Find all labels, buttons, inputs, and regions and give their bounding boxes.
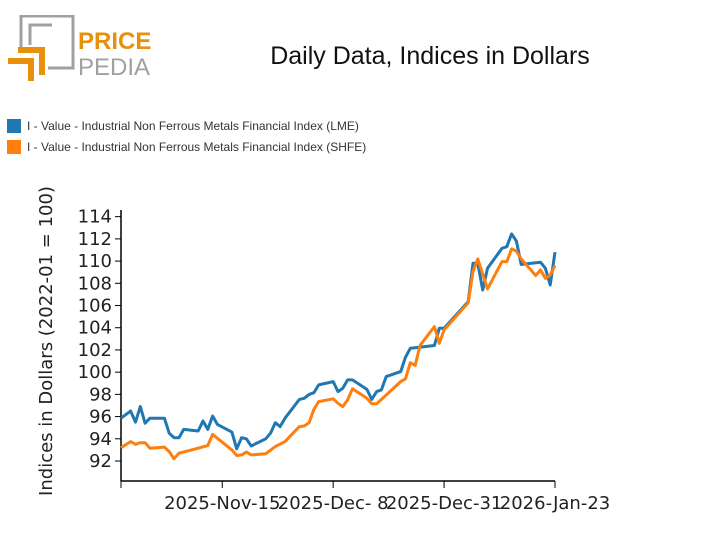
legend-label-shfe: I - Value - Industrial Non Ferrous Metal… [27, 140, 367, 154]
legend-swatch-shfe [7, 140, 21, 154]
y-tick-label: 108 [78, 273, 112, 294]
y-tick-label: 106 [78, 296, 112, 317]
legend-swatch-lme [7, 119, 21, 133]
x-tick-label: 2025-Dec- 8 [278, 493, 389, 514]
x-tick-label: 2026-Jan-23 [500, 493, 610, 514]
y-tick-label: 94 [89, 429, 112, 450]
y-axis-label: Indices in Dollars (2022-01 = 100) [36, 186, 57, 496]
x-tick-label: 2025-Dec-31 [386, 493, 503, 514]
series-line-shfe [120, 247, 557, 461]
y-tick-label: 100 [78, 362, 112, 383]
legend-item-shfe[interactable]: I - Value - Industrial Non Ferrous Metal… [7, 140, 366, 154]
chart-title: Daily Data, Indices in Dollars [270, 42, 590, 70]
y-tick-label: 110 [78, 251, 112, 272]
x-tick-label: 2025-Nov-15 [164, 493, 280, 514]
legend-item-lme[interactable]: I - Value - Industrial Non Ferrous Metal… [7, 119, 359, 133]
y-tick-label: 112 [78, 229, 112, 250]
y-tick-label: 114 [78, 207, 112, 228]
pricepedia-logo: PRICE PEDIA [8, 15, 151, 81]
svg-text:PRICE: PRICE [78, 28, 151, 55]
svg-text:PEDIA: PEDIA [78, 54, 150, 81]
y-tick-label: 92 [89, 451, 112, 472]
y-tick-label: 104 [78, 318, 112, 339]
y-tick-label: 96 [89, 407, 112, 428]
legend-label-lme: I - Value - Industrial Non Ferrous Metal… [27, 119, 359, 133]
series-line-lme [120, 232, 557, 451]
y-tick-label: 102 [78, 340, 112, 361]
y-tick-label: 98 [89, 384, 112, 405]
